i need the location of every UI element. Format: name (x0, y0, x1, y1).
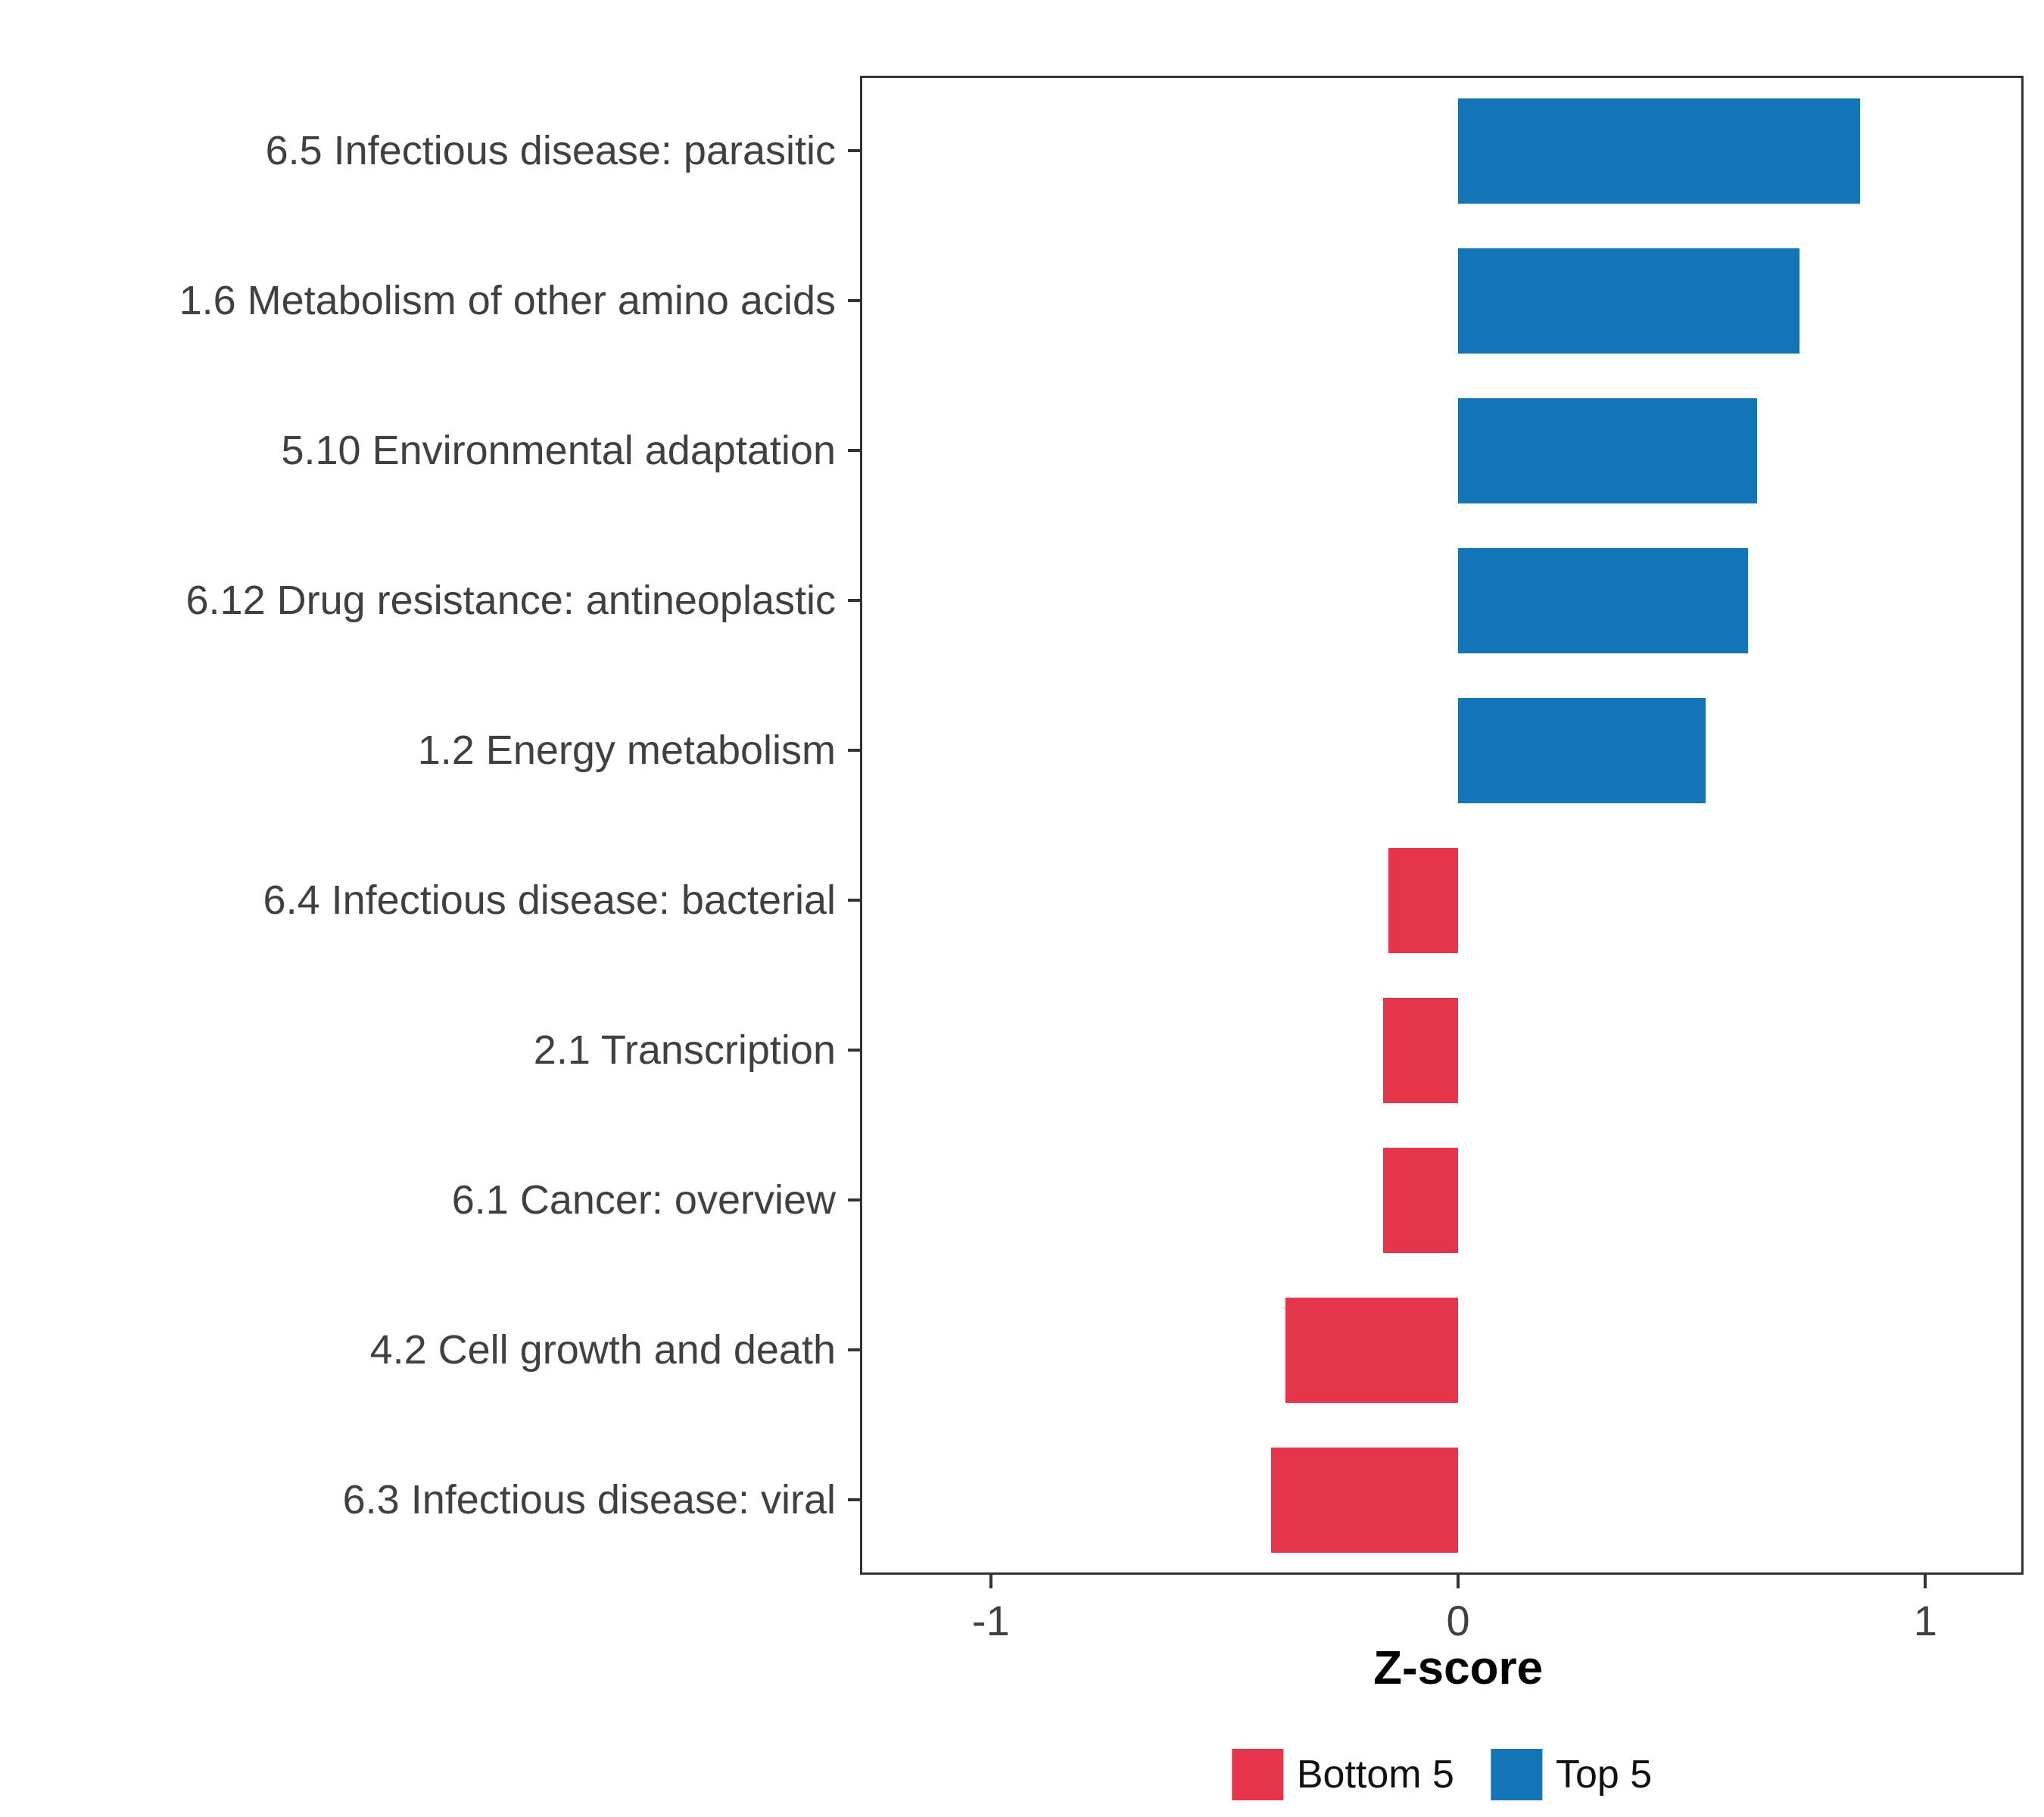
category-label: 6.12 Drug resistance: antineoplastic (185, 578, 837, 623)
legend-label: Bottom 5 (1296, 1753, 1454, 1797)
category-label: 1.6 Metabolism of other amino acids (179, 278, 836, 323)
bar (1458, 248, 1799, 354)
legend-swatch (1231, 1749, 1283, 1800)
legend: Bottom 5 Top 5 (1231, 1749, 1653, 1800)
y-axis-tick (848, 1198, 860, 1201)
category-label: 4.2 Cell growth and death (369, 1327, 836, 1373)
y-axis-tick (848, 449, 860, 452)
y-axis-tick (848, 1049, 860, 1052)
bar (1458, 397, 1758, 503)
y-axis-tick (848, 149, 860, 152)
legend-label: Top 5 (1555, 1753, 1653, 1797)
bar (1458, 98, 1860, 204)
category-label: 6.4 Infectious disease: bacterial (263, 877, 836, 923)
legend-item: Bottom 5 (1231, 1749, 1454, 1800)
legend-swatch (1490, 1749, 1542, 1800)
legend-item: Top 5 (1490, 1749, 1653, 1800)
y-axis-tick (848, 299, 860, 302)
bar (1388, 847, 1459, 953)
x-axis-tick-label: 0 (1446, 1597, 1470, 1644)
category-label: 2.1 Transcription (533, 1027, 836, 1073)
bar (1458, 697, 1706, 803)
x-axis-title: Z-score (1373, 1642, 1544, 1694)
y-axis-tick (848, 749, 860, 752)
y-axis-tick (848, 599, 860, 602)
y-axis-tick (848, 1498, 860, 1501)
category-label: 5.10 Environmental adaptation (281, 428, 836, 473)
bar (1383, 997, 1459, 1103)
x-axis-tick (989, 1575, 992, 1588)
category-label: 1.2 Energy metabolism (417, 728, 836, 773)
x-axis-tick (1924, 1575, 1927, 1588)
category-label: 6.1 Cancer: overview (451, 1177, 836, 1223)
bar (1383, 1147, 1459, 1253)
category-label: 6.3 Infectious disease: viral (342, 1477, 836, 1522)
x-axis-tick-label: 1 (1913, 1597, 1937, 1644)
x-axis-tick-label: -1 (971, 1597, 1010, 1644)
bar (1271, 1447, 1459, 1553)
category-label: 6.5 Infectious disease: parasitic (265, 128, 836, 173)
y-axis-tick (848, 1348, 860, 1351)
x-axis-tick (1457, 1575, 1460, 1588)
bar (1285, 1297, 1459, 1403)
bar (1458, 547, 1748, 653)
y-axis-tick (848, 899, 860, 902)
